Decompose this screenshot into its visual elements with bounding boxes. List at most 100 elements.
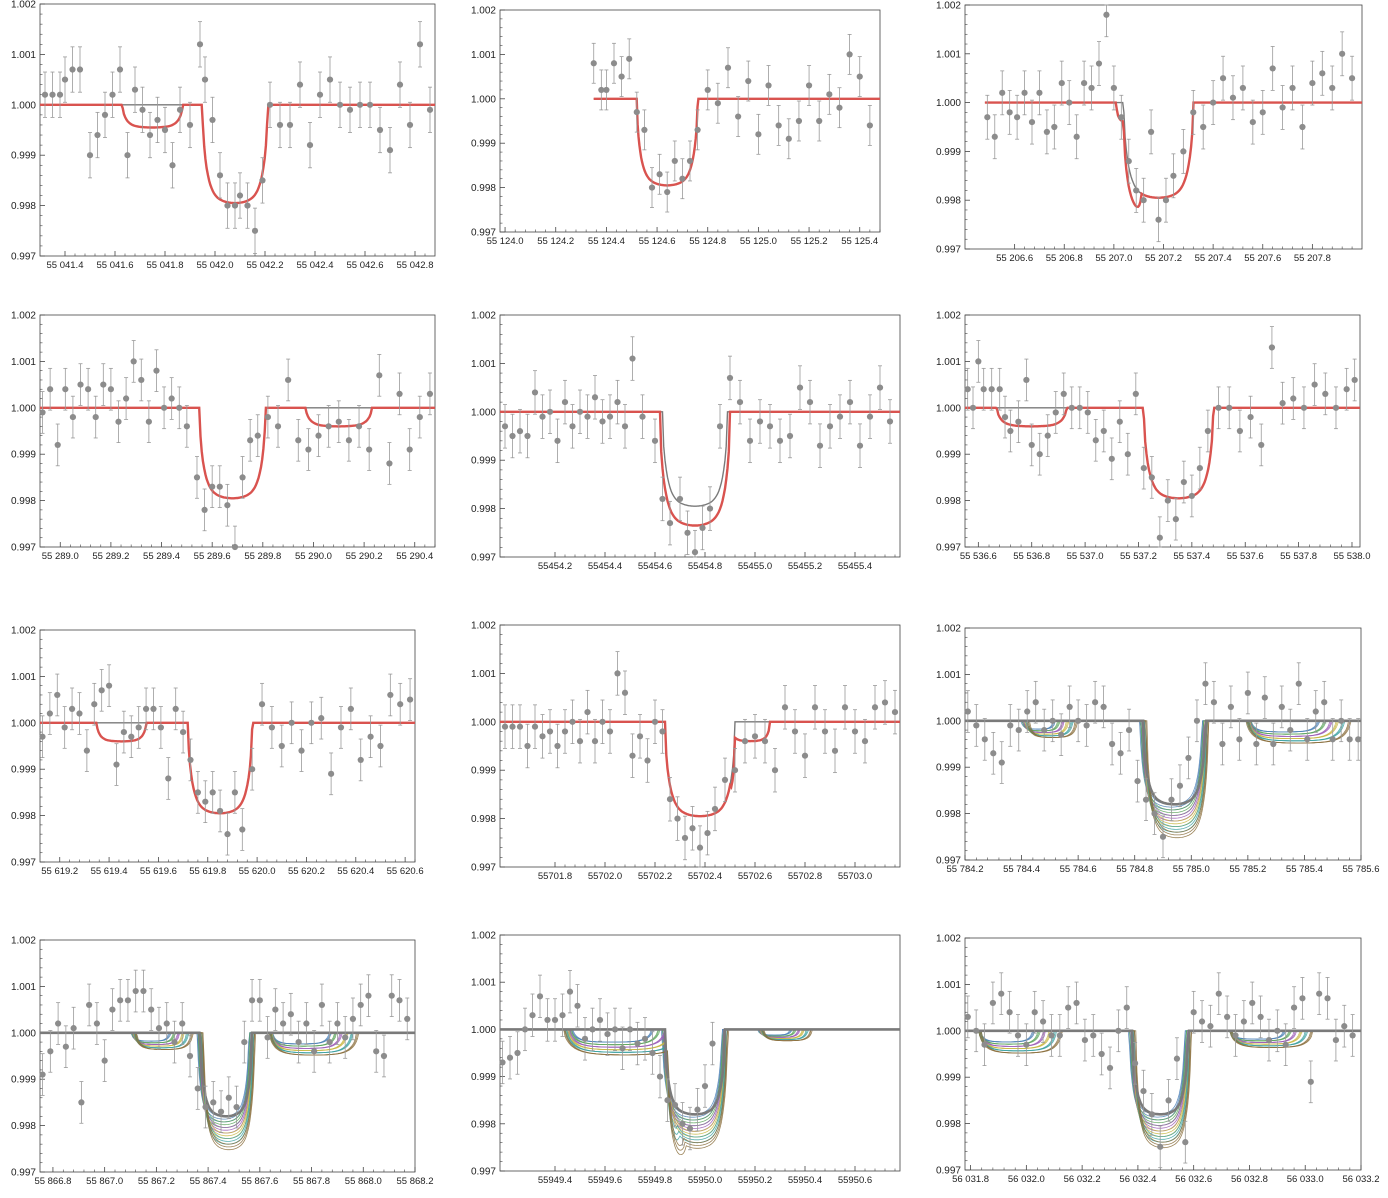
data-point xyxy=(86,152,94,159)
data-point xyxy=(1031,1009,1038,1016)
data-point xyxy=(1155,216,1162,223)
data-point xyxy=(274,423,282,430)
data-point xyxy=(826,423,834,430)
y-tick-label: 1.002 xyxy=(11,626,36,637)
data-point xyxy=(172,705,179,712)
data-point xyxy=(1180,148,1187,155)
data-point xyxy=(272,1006,279,1013)
data-point xyxy=(1224,1013,1231,1020)
x-tick-label: 55 536.8 xyxy=(1013,551,1050,562)
data-point xyxy=(1190,109,1197,116)
data-point xyxy=(380,1052,388,1060)
data-point xyxy=(325,423,332,430)
data-point xyxy=(1162,197,1170,204)
data-point xyxy=(1007,427,1014,435)
model-curve xyxy=(965,720,1361,833)
data-point xyxy=(92,413,99,421)
data-point xyxy=(356,101,364,108)
data-point xyxy=(69,66,76,73)
data-point xyxy=(138,376,145,384)
data-point xyxy=(636,733,644,740)
data-point xyxy=(509,723,516,730)
data-point xyxy=(140,987,147,995)
data-point xyxy=(68,705,76,712)
data-point xyxy=(561,399,569,406)
x-tick-label: 55703.0 xyxy=(838,871,872,882)
data-point xyxy=(186,121,194,129)
data-point xyxy=(1249,119,1256,126)
best-fit-curve xyxy=(500,1028,900,1116)
data-point xyxy=(76,710,83,717)
y-tick-label: 0.998 xyxy=(471,1119,496,1130)
light-curve-panel-3: 0.997 0.998 0.999 1.000 1.001 1.002 55 206.6 55… xyxy=(936,1,1363,264)
data-point xyxy=(1355,736,1362,743)
data-point xyxy=(268,724,276,731)
data-point xyxy=(805,82,813,89)
data-point xyxy=(735,113,742,120)
data-point xyxy=(396,390,403,397)
model-curve xyxy=(40,1032,415,1126)
data-point xyxy=(1081,1036,1089,1044)
data-point xyxy=(120,728,127,736)
x-tick-label: 56 032.4 xyxy=(1119,1174,1156,1185)
data-point xyxy=(1249,999,1256,1007)
data-point xyxy=(686,1125,694,1132)
x-tick-label: 55 784.6 xyxy=(1060,864,1097,875)
data-point xyxy=(1300,404,1308,411)
data-point xyxy=(1076,404,1083,411)
data-point xyxy=(286,121,294,129)
data-point xyxy=(1190,1009,1197,1016)
data-point xyxy=(176,404,183,411)
model-curve xyxy=(40,1032,415,1134)
data-point xyxy=(101,111,109,118)
data-point xyxy=(406,696,414,703)
data-point xyxy=(696,844,704,851)
data-point xyxy=(546,728,554,735)
data-point xyxy=(1118,114,1125,121)
data-point xyxy=(231,789,239,796)
data-point xyxy=(871,704,879,711)
data-point xyxy=(326,1038,333,1046)
data-point xyxy=(328,770,335,777)
data-point xyxy=(1048,1032,1055,1039)
data-point xyxy=(406,446,413,453)
data-point xyxy=(1159,833,1167,840)
light-curve-panel-12: 0.997 0.998 0.999 1.000 1.001 1.002 56 031.8 56… xyxy=(936,934,1380,1186)
y-tick-label: 0.998 xyxy=(936,496,961,507)
y-tick-label: 0.997 xyxy=(936,1166,961,1177)
y-tick-label: 1.000 xyxy=(936,1026,961,1037)
data-point xyxy=(1007,722,1014,729)
data-point xyxy=(1210,99,1217,106)
y-tick-label: 1.000 xyxy=(471,94,496,105)
y-tick-label: 1.001 xyxy=(471,50,496,61)
data-point xyxy=(78,1099,85,1106)
data-point xyxy=(186,1052,194,1060)
data-point xyxy=(741,738,749,745)
x-tick-label: 55 207.8 xyxy=(1294,253,1331,264)
model-curve xyxy=(40,1032,415,1128)
data-point xyxy=(148,1006,155,1013)
data-point xyxy=(1329,736,1336,743)
data-point xyxy=(684,529,691,536)
data-point xyxy=(836,413,844,420)
data-point xyxy=(1299,995,1306,1002)
x-tick-label: 55 537.6 xyxy=(1227,551,1264,562)
data-point xyxy=(1014,1032,1022,1039)
data-point xyxy=(596,1016,604,1024)
x-tick-label: 55 289.6 xyxy=(194,551,231,562)
data-point xyxy=(581,1035,589,1042)
data-point xyxy=(841,704,849,711)
data-point xyxy=(259,177,266,184)
data-point xyxy=(1132,390,1139,397)
data-point xyxy=(1349,1032,1356,1039)
two-planet-model-curve xyxy=(965,406,1360,500)
data-point xyxy=(736,399,744,406)
model-curve xyxy=(500,1029,900,1138)
y-tick-label: 0.998 xyxy=(11,811,36,822)
y-tick-label: 0.997 xyxy=(936,543,961,554)
data-point xyxy=(1124,451,1131,458)
x-tick-label: 55 867.0 xyxy=(86,1176,123,1187)
data-point xyxy=(373,1048,380,1055)
data-point xyxy=(376,372,383,379)
y-tick-label: 1.002 xyxy=(11,311,36,322)
